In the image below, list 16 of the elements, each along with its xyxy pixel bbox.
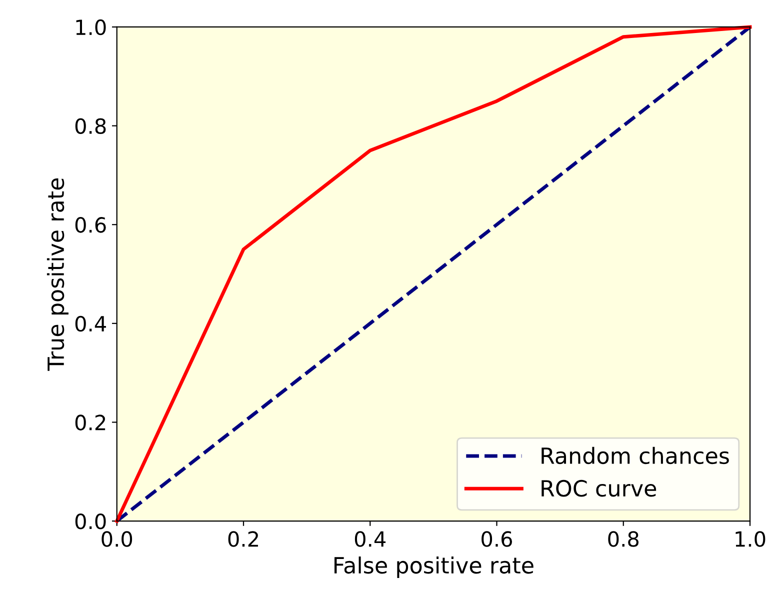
y-tick-label: 0.2	[75, 414, 106, 430]
x-tick-label: 0.6	[482, 531, 512, 547]
y-tick-label: 1.0	[76, 19, 106, 36]
x-tick-label: 0.0	[102, 531, 132, 547]
x-tick-label: 1.0	[736, 531, 766, 547]
y-axis-title: True positive rate	[46, 178, 68, 371]
y-tick-label: 0.0	[75, 514, 106, 530]
y-tick-label: 0.6	[75, 217, 106, 233]
x-tick-label: 0.2	[228, 531, 258, 547]
x-tick-label: 0.4	[354, 531, 386, 547]
x-tick-label: 0.8	[608, 531, 639, 547]
y-tick-label: 0.4	[75, 316, 106, 332]
legend-label: ROC curve	[542, 480, 656, 497]
legend-label: Random chances	[542, 446, 729, 464]
y-tick-label: 0.8	[75, 118, 106, 134]
x-axis-title: False positive rate	[334, 556, 534, 578]
